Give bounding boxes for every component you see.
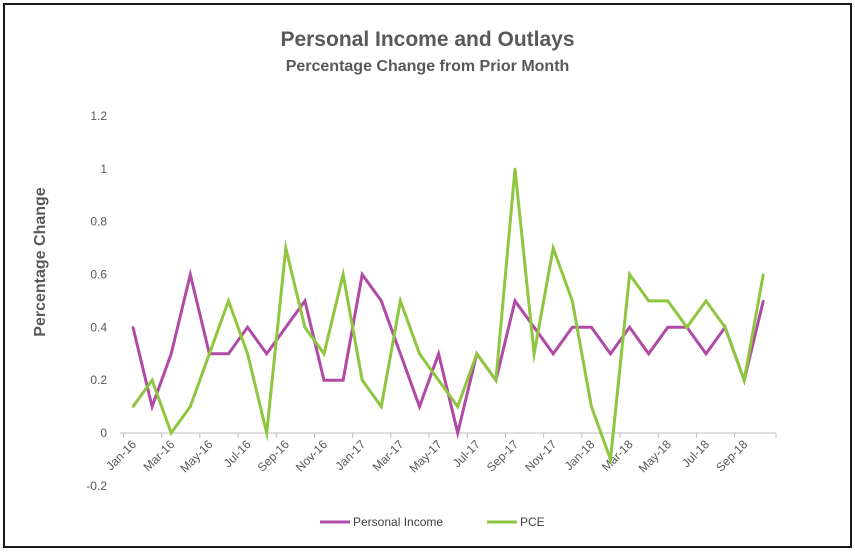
- data-point: [399, 299, 402, 303]
- data-point: [303, 326, 307, 329]
- data-point: [437, 352, 440, 355]
- data-point: [341, 378, 345, 382]
- data-point: [284, 246, 287, 250]
- x-tick-label: Mar-17: [370, 437, 407, 474]
- y-tick-label: 0.8: [90, 215, 107, 229]
- data-point: [628, 326, 631, 329]
- data-point: [189, 405, 192, 408]
- x-tick-label: May-16: [177, 437, 215, 475]
- data-point: [322, 378, 326, 382]
- data-point: [265, 352, 268, 355]
- data-point: [361, 273, 364, 276]
- data-point: [571, 299, 574, 303]
- data-point: [418, 352, 421, 355]
- data-point: [666, 326, 669, 329]
- data-point: [437, 378, 440, 382]
- data-point: [399, 352, 402, 355]
- y-tick-label: 0.6: [90, 268, 107, 282]
- data-point: [131, 326, 135, 329]
- data-point: [590, 326, 593, 329]
- data-point: [743, 378, 746, 382]
- data-point: [494, 378, 498, 382]
- legend-label-pce: PCE: [520, 515, 545, 529]
- chart-subtitle: Percentage Change from Prior Month: [285, 58, 570, 75]
- data-point: [189, 273, 192, 276]
- data-point: [762, 299, 765, 303]
- x-tick-label: Jul-18: [679, 437, 712, 470]
- x-tick-label: May-17: [407, 437, 445, 475]
- chart-frame: [3, 3, 852, 548]
- data-point: [628, 273, 631, 276]
- data-point: [380, 405, 383, 408]
- data-point: [704, 299, 708, 303]
- x-tick-label: Mar-16: [141, 437, 178, 474]
- data-point: [456, 431, 459, 435]
- data-point: [685, 326, 689, 329]
- data-point: [609, 352, 612, 355]
- data-point: [227, 299, 230, 303]
- data-point: [361, 378, 364, 382]
- x-tick-label: Jul-16: [221, 437, 254, 470]
- data-point: [170, 352, 173, 355]
- data-point: [513, 167, 517, 171]
- x-tick-label: Jul-17: [450, 437, 483, 470]
- x-tick-label: Nov-17: [522, 437, 559, 474]
- x-tick-label: Jan-18: [562, 437, 598, 473]
- data-point: [532, 352, 536, 355]
- data-point: [322, 352, 326, 355]
- data-point: [208, 352, 211, 355]
- data-point: [475, 352, 478, 355]
- data-point: [666, 299, 669, 303]
- data-point: [513, 299, 517, 303]
- data-point: [265, 431, 268, 435]
- y-tick-label: -0.2: [86, 479, 107, 493]
- data-point: [647, 299, 650, 303]
- data-point: [647, 352, 650, 355]
- x-tick-label: Sep-16: [255, 437, 292, 474]
- data-point: [170, 431, 173, 435]
- x-tick-label: Jan-16: [103, 437, 139, 473]
- data-point: [131, 405, 135, 408]
- data-point: [150, 405, 154, 408]
- data-point: [590, 405, 593, 408]
- data-point: [246, 352, 249, 355]
- data-point: [341, 273, 345, 276]
- y-tick-label: 0.4: [90, 320, 107, 334]
- x-tick-label: Jan-17: [332, 437, 368, 473]
- data-point: [246, 326, 249, 329]
- x-tick-label: Sep-17: [484, 437, 521, 474]
- y-tick-label: 0.2: [90, 373, 107, 387]
- data-point: [762, 273, 765, 276]
- data-point: [609, 458, 612, 461]
- data-point: [704, 352, 708, 355]
- data-point: [284, 326, 287, 329]
- x-tick-label: Sep-18: [713, 437, 750, 474]
- series-line-pce: [131, 168, 765, 467]
- chart-title: Personal Income and Outlays: [280, 28, 575, 51]
- data-point: [552, 246, 555, 250]
- data-point: [532, 326, 536, 329]
- data-point: [380, 299, 383, 303]
- data-point: [552, 352, 555, 355]
- data-point: [150, 378, 154, 382]
- y-tick-label: 0: [100, 426, 107, 440]
- x-tick-label: May-18: [636, 437, 674, 475]
- data-point: [418, 405, 421, 408]
- x-tick-label: Nov-16: [293, 437, 330, 474]
- data-point: [571, 326, 574, 329]
- y-tick-label: 1: [100, 162, 107, 176]
- data-point: [456, 405, 459, 408]
- data-point: [227, 352, 230, 355]
- legend-label-personal-income: Personal Income: [353, 515, 443, 529]
- data-point: [723, 326, 727, 329]
- data-point: [303, 299, 307, 303]
- y-tick-label: 1.2: [90, 109, 107, 123]
